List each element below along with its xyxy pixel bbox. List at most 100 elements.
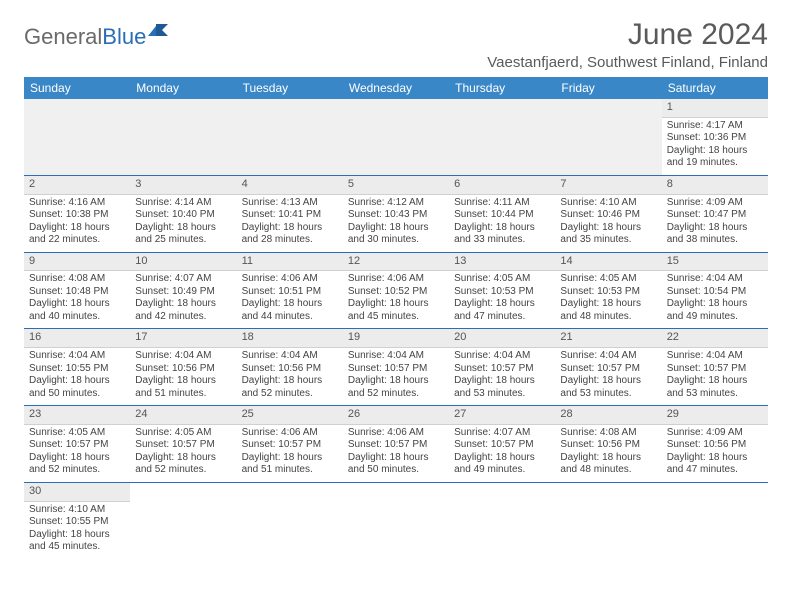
day-cell: 5Sunrise: 4:12 AMSunset: 10:43 PMDayligh…: [343, 175, 449, 252]
sunset-line: Sunset: 10:46 PM: [560, 209, 656, 222]
day-cell: 13Sunrise: 4:05 AMSunset: 10:53 PMDaylig…: [449, 252, 555, 329]
month-title: June 2024: [487, 18, 768, 52]
day-number: 26: [343, 406, 449, 425]
day-header: Tuesday: [237, 77, 343, 99]
sunset-line: Sunset: 10:57 PM: [560, 363, 656, 376]
daylight-line: Daylight: 18 hours and 50 minutes.: [348, 452, 444, 477]
day-number: 27: [449, 406, 555, 425]
day-cell: 9Sunrise: 4:08 AMSunset: 10:48 PMDayligh…: [24, 252, 130, 329]
sunrise-line: Sunrise: 4:10 AM: [29, 504, 125, 517]
daylight-line: Daylight: 18 hours and 53 minutes.: [454, 375, 550, 400]
day-number: 4: [237, 176, 343, 195]
week-row: 1Sunrise: 4:17 AMSunset: 10:36 PMDayligh…: [24, 99, 768, 175]
day-number: 7: [555, 176, 661, 195]
daylight-line: Daylight: 18 hours and 53 minutes.: [560, 375, 656, 400]
day-number: 18: [237, 329, 343, 348]
sunset-line: Sunset: 10:51 PM: [242, 286, 338, 299]
sunset-line: Sunset: 10:57 PM: [667, 363, 763, 376]
sunset-line: Sunset: 10:57 PM: [454, 363, 550, 376]
day-cell: 8Sunrise: 4:09 AMSunset: 10:47 PMDayligh…: [662, 175, 768, 252]
day-cell: 14Sunrise: 4:05 AMSunset: 10:53 PMDaylig…: [555, 252, 661, 329]
day-cell: 3Sunrise: 4:14 AMSunset: 10:40 PMDayligh…: [130, 175, 236, 252]
blank-cell: [555, 99, 661, 175]
day-number: 17: [130, 329, 236, 348]
daylight-line: Daylight: 18 hours and 19 minutes.: [667, 145, 763, 170]
blank-cell: [343, 99, 449, 175]
day-header: Thursday: [449, 77, 555, 99]
daylight-line: Daylight: 18 hours and 49 minutes.: [454, 452, 550, 477]
sunset-line: Sunset: 10:57 PM: [29, 439, 125, 452]
day-number: 29: [662, 406, 768, 425]
sunrise-line: Sunrise: 4:06 AM: [242, 273, 338, 286]
sunrise-line: Sunrise: 4:04 AM: [29, 350, 125, 363]
sunrise-line: Sunrise: 4:04 AM: [667, 350, 763, 363]
day-cell: 16Sunrise: 4:04 AMSunset: 10:55 PMDaylig…: [24, 329, 130, 406]
day-number: 19: [343, 329, 449, 348]
week-row: 16Sunrise: 4:04 AMSunset: 10:55 PMDaylig…: [24, 329, 768, 406]
day-number: 21: [555, 329, 661, 348]
day-number: 13: [449, 253, 555, 272]
day-cell: 20Sunrise: 4:04 AMSunset: 10:57 PMDaylig…: [449, 329, 555, 406]
daylight-line: Daylight: 18 hours and 45 minutes.: [348, 298, 444, 323]
day-cell: 23Sunrise: 4:05 AMSunset: 10:57 PMDaylig…: [24, 406, 130, 483]
logo: GeneralBlue: [24, 24, 170, 50]
sunrise-line: Sunrise: 4:05 AM: [560, 273, 656, 286]
blank-cell: [130, 99, 236, 175]
daylight-line: Daylight: 18 hours and 40 minutes.: [29, 298, 125, 323]
blank-cell: [449, 482, 555, 558]
blank-cell: [662, 482, 768, 558]
sunrise-line: Sunrise: 4:04 AM: [348, 350, 444, 363]
day-number: 9: [24, 253, 130, 272]
day-cell: 22Sunrise: 4:04 AMSunset: 10:57 PMDaylig…: [662, 329, 768, 406]
sunset-line: Sunset: 10:38 PM: [29, 209, 125, 222]
daylight-line: Daylight: 18 hours and 33 minutes.: [454, 222, 550, 247]
daylight-line: Daylight: 18 hours and 50 minutes.: [29, 375, 125, 400]
week-row: 2Sunrise: 4:16 AMSunset: 10:38 PMDayligh…: [24, 175, 768, 252]
day-cell: 24 Sunrise: 4:05 AMSunset: 10:57 PMDaylig…: [130, 406, 236, 483]
day-cell: 12Sunrise: 4:06 AMSunset: 10:52 PMDaylig…: [343, 252, 449, 329]
daylight-line: Daylight: 18 hours and 51 minutes.: [135, 375, 231, 400]
day-number: 11: [237, 253, 343, 272]
day-cell: 30Sunrise: 4:10 AMSunset: 10:55 PMDaylig…: [24, 482, 130, 558]
sunrise-line: Sunrise: 4:09 AM: [667, 197, 763, 210]
sunrise-line: Sunrise: 4:16 AM: [29, 197, 125, 210]
day-header: Sunday: [24, 77, 130, 99]
blank-cell: [24, 99, 130, 175]
sunrise-line: Sunrise: 4:05 AM: [135, 427, 231, 440]
sunrise-line: Sunrise: 4:07 AM: [454, 427, 550, 440]
day-number: 20: [449, 329, 555, 348]
day-number: 24: [130, 406, 236, 425]
logo-general: General: [24, 24, 102, 49]
sunrise-line: Sunrise: 4:06 AM: [348, 273, 444, 286]
blank-cell: [237, 482, 343, 558]
week-row: 30Sunrise: 4:10 AMSunset: 10:55 PMDaylig…: [24, 482, 768, 558]
day-cell: 21 Sunrise: 4:04 AMSunset: 10:57 PMDaylig…: [555, 329, 661, 406]
sunrise-line: Sunrise: 4:05 AM: [29, 427, 125, 440]
day-cell: 27Sunrise: 4:07 AMSunset: 10:57 PMDaylig…: [449, 406, 555, 483]
sunset-line: Sunset: 10:57 PM: [242, 439, 338, 452]
week-row: 23Sunrise: 4:05 AMSunset: 10:57 PMDaylig…: [24, 406, 768, 483]
sunset-line: Sunset: 10:57 PM: [348, 363, 444, 376]
daylight-line: Daylight: 18 hours and 52 minutes.: [29, 452, 125, 477]
sunrise-line: Sunrise: 4:04 AM: [242, 350, 338, 363]
sunrise-line: Sunrise: 4:11 AM: [454, 197, 550, 210]
sunset-line: Sunset: 10:57 PM: [135, 439, 231, 452]
sunrise-line: Sunrise: 4:06 AM: [242, 427, 338, 440]
day-number: 25: [237, 406, 343, 425]
logo-text: GeneralBlue: [24, 24, 146, 50]
day-cell: 29Sunrise: 4:09 AMSunset: 10:56 PMDaylig…: [662, 406, 768, 483]
header: GeneralBlue June 2024 Vaestanfjaerd, Sou…: [24, 18, 768, 71]
sunrise-line: Sunrise: 4:17 AM: [667, 120, 763, 133]
daylight-line: Daylight: 18 hours and 38 minutes.: [667, 222, 763, 247]
day-cell: 4Sunrise: 4:13 AMSunset: 10:41 PMDayligh…: [237, 175, 343, 252]
sunrise-line: Sunrise: 4:04 AM: [560, 350, 656, 363]
sunrise-line: Sunrise: 4:05 AM: [454, 273, 550, 286]
day-number: 6: [449, 176, 555, 195]
header-row: SundayMondayTuesdayWednesdayThursdayFrid…: [24, 77, 768, 99]
sunrise-line: Sunrise: 4:06 AM: [348, 427, 444, 440]
daylight-line: Daylight: 18 hours and 25 minutes.: [135, 222, 231, 247]
daylight-line: Daylight: 18 hours and 48 minutes.: [560, 452, 656, 477]
daylight-line: Daylight: 18 hours and 52 minutes.: [135, 452, 231, 477]
sunset-line: Sunset: 10:56 PM: [667, 439, 763, 452]
day-cell: 10Sunrise: 4:07 AMSunset: 10:49 PMDaylig…: [130, 252, 236, 329]
